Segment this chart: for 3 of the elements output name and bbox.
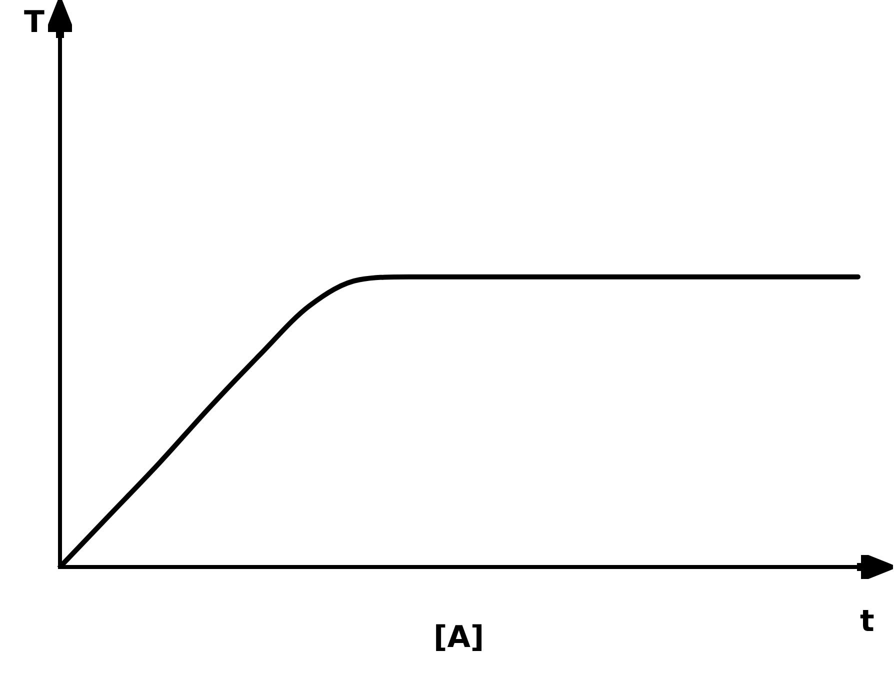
- text: T: [24, 4, 44, 40]
- text: [A]: [434, 620, 484, 654]
- x-axis-title: t: [860, 604, 874, 638]
